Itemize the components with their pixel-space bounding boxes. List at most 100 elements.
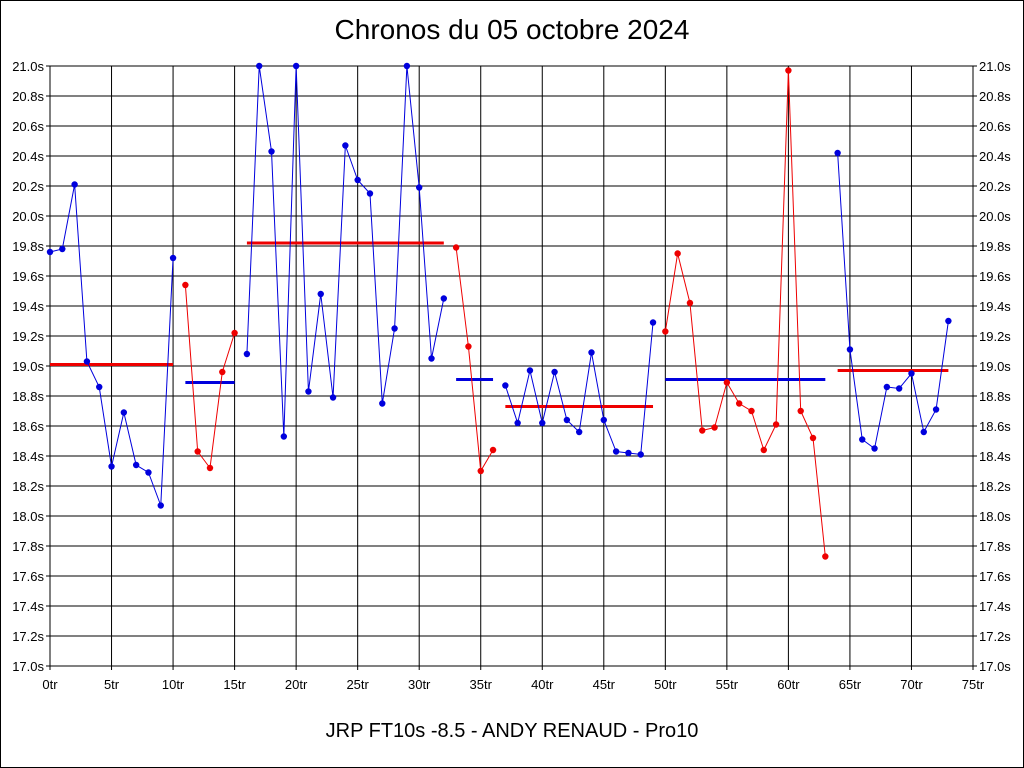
x-axis-labels: 0tr 5tr 10tr 15tr 20tr 25tr 30tr 35tr 40tr 45tr 50… [42,677,984,692]
data-point [59,245,66,253]
data-point [526,367,534,374]
y-tick-label-right: 17.8s [979,539,1011,554]
data-point [231,329,238,337]
y-tick-label-left: 17.4s [12,599,44,614]
data-point [748,407,755,415]
data-point [809,434,817,442]
data-point [797,407,804,415]
x-tick-label: 55tr [716,677,739,692]
data-point [600,416,607,424]
data-point [489,446,497,454]
series-line [455,247,494,473]
series-line [246,65,445,437]
y-tick-label-left: 19.2s [12,329,44,344]
y-tick-label-right: 17.0s [979,659,1011,674]
series-lines [46,62,952,560]
data-point [625,449,632,457]
y-tick-label-right: 19.4s [979,299,1011,314]
y-tick-label-right: 18.2s [979,479,1011,494]
data-point [305,388,312,395]
data-point [403,62,411,70]
y-tick-label-right: 17.4s [979,599,1011,614]
data-point [108,463,115,470]
data-point [452,244,460,251]
chart-title: Chronos du 05 octobre 2024 [334,14,690,45]
data-point [329,394,337,401]
y-tick-label-right: 20.8s [979,89,1011,104]
y-tick-label-right: 17.2s [979,629,1011,644]
x-tick-label: 70tr [900,677,923,692]
data-point [256,62,263,70]
y-tick-label-left: 20.0s [12,209,44,224]
y-tick-label-left: 18.0s [12,509,44,524]
y-tick-label-right: 19.8s [979,239,1011,254]
data-point [342,142,349,149]
data-point [83,358,91,365]
y-tick-label-left: 17.2s [12,629,44,644]
data-point [292,62,300,70]
y-tick-label-right: 17.6s [979,569,1011,584]
data-point [145,469,152,476]
data-point [674,250,681,257]
data-point [575,428,583,436]
data-point [662,328,669,335]
data-point [822,553,829,560]
data-point [563,416,571,424]
series-line [837,152,949,450]
data-point [440,295,448,302]
x-tick-label: 30tr [408,677,431,692]
data-point [379,400,386,407]
data-point [932,406,940,413]
y-tick-label-left: 20.4s [12,149,44,164]
x-tick-label: 20tr [285,677,308,692]
data-point [219,368,226,376]
data-point [539,419,546,427]
data-point [735,400,743,407]
grid [46,65,977,670]
x-tick-label: 35tr [470,677,493,692]
data-point [96,383,103,391]
data-point [637,451,644,458]
data-point [194,448,201,455]
data-point [366,190,374,197]
y-tick-label-right: 20.2s [979,179,1011,194]
x-tick-label: 40tr [531,677,554,692]
y-tick-label-right: 20.4s [979,149,1011,164]
data-point [132,461,140,469]
y-tick-label-right: 20.6s [979,119,1011,134]
data-point [945,317,952,325]
data-point [785,67,792,74]
data-point [465,343,472,350]
series-line [184,284,236,470]
y-tick-label-left: 21.0s [12,59,44,74]
data-point [182,281,189,289]
y-tick-label-right: 18.0s [979,509,1011,524]
y-tick-label-left: 18.4s [12,449,44,464]
data-point [317,290,324,298]
y-tick-label-left: 20.2s [12,179,44,194]
data-point [514,419,521,427]
y-tick-label-right: 19.6s [979,269,1011,284]
data-point [268,148,275,155]
data-point [612,448,620,455]
data-point [428,355,435,362]
data-point [649,319,657,326]
y-tick-label-right: 19.0s [979,359,1011,374]
y-tick-label-right: 19.2s [979,329,1011,344]
data-point [354,176,361,184]
data-point [686,299,694,307]
data-point [243,350,251,358]
x-tick-label: 10tr [162,677,185,692]
y-tick-label-left: 18.6s [12,419,44,434]
data-point [416,184,423,191]
y-tick-label-right: 20.0s [979,209,1011,224]
data-point [920,428,927,436]
x-tick-label: 5tr [104,677,120,692]
data-point [588,349,595,356]
y-tick-label-left: 19.8s [12,239,44,254]
data-point [760,446,767,454]
data-point [502,382,509,389]
data-point [871,445,878,452]
data-point [46,248,54,256]
